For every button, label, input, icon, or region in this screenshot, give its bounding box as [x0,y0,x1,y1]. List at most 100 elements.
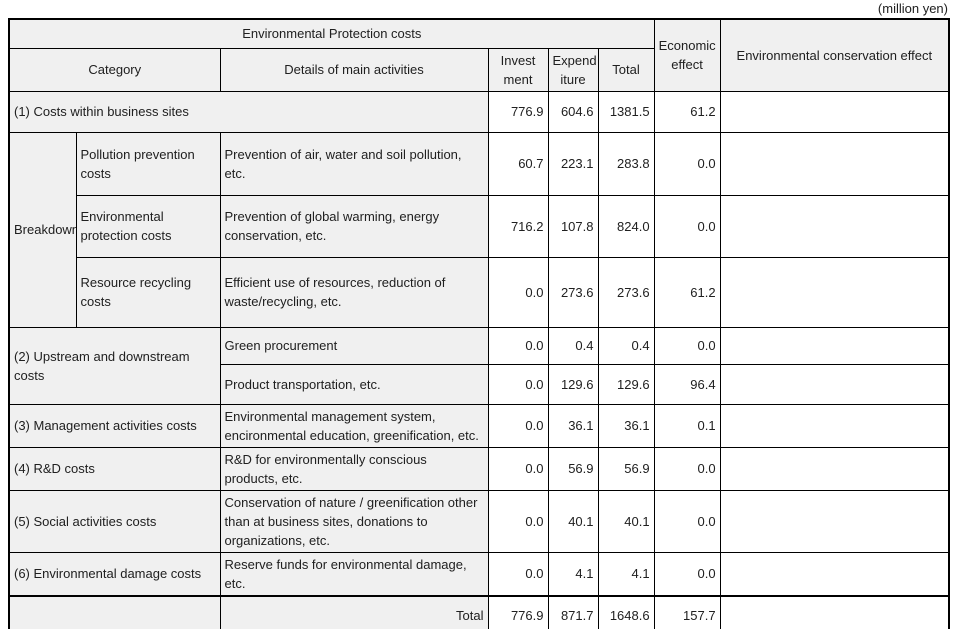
row-pollution-prevention: Breakdown Pollution prevention costs Pre… [8,131,950,328]
header-details: Details of main activities [219,47,489,92]
category-cell: (4) R&D costs [8,446,221,491]
expenditure-value: 56.9 [547,446,599,491]
investment-value: 60.7 [487,131,549,196]
details-cell: Efficient use of resources, reduction of… [219,256,489,328]
env-conservation-cell [719,90,950,133]
env-conservation-cell [719,131,950,196]
row-green-procurement: (2) Upstream and downstream costs Green … [8,326,950,405]
env-conservation-cell [719,446,950,491]
economic-effect-value: 96.4 [653,363,721,405]
details-cell: Prevention of air, water and soil pollut… [219,131,489,196]
total-value: 129.6 [597,363,655,405]
env-conservation-cell [719,256,950,328]
env-conservation-cell [719,403,950,448]
header-investment-line2: ment [503,71,533,87]
environmental-accounting-table: Environmental Protection costs Economic … [8,18,951,629]
economic-effect-value: 0.0 [653,551,721,596]
investment-value: 0.0 [487,403,549,448]
category-cell: (1) Costs within business sites [8,90,489,133]
economic-effect-value: 0.0 [653,489,721,553]
breakdown-label-cell: Breakdown [8,131,77,328]
env-conservation-cell [719,363,950,405]
header-investment-line1: Invest [500,52,536,68]
details-cell: Product transportation, etc. [219,363,489,405]
header-expenditure-line2: iture [560,71,586,87]
category-cell: (6) Environmental damage costs [8,551,221,596]
header-total: Total [597,47,655,92]
header-investment: Invest ment [487,47,549,92]
header-economic-effect: Economic effect [653,18,721,92]
expenditure-value: 871.7 [547,594,599,629]
env-conservation-cell [719,326,950,365]
row-rnd: (4) R&D costs R&D for environmentally co… [8,446,950,491]
category-cell: (3) Management activities costs [8,403,221,448]
details-cell: Conservation of nature / greenification … [219,489,489,553]
total-label-cell: Total [219,594,489,629]
economic-effect-value: 157.7 [653,594,721,629]
row-resource-recycling: Resource recycling costs Efficient use o… [9,256,950,328]
env-conservation-cell [719,594,950,629]
env-conservation-cell [719,489,950,553]
expenditure-value: 36.1 [547,403,599,448]
total-value: 1381.5 [597,90,655,133]
economic-effect-value: 61.2 [653,90,721,133]
row-management-activities: (3) Management activities costs Environm… [8,403,950,448]
category-cell: Pollution prevention costs [75,131,221,196]
expenditure-value: 129.6 [547,363,599,405]
row-product-transportation: Product transportation, etc. 0.0 129.6 1… [9,363,950,405]
expenditure-value: 273.6 [547,256,599,328]
header-row-2: Category Details of main activities Inve… [8,47,949,92]
env-conservation-cell [719,551,950,596]
details-cell: R&D for environmentally conscious produc… [219,446,489,491]
total-value: 0.4 [597,326,655,365]
header-env-protection-costs: Environmental Protection costs [8,18,655,49]
economic-effect-value: 0.0 [653,194,721,258]
total-value: 273.6 [597,256,655,328]
category-cell: Resource recycling costs [75,256,221,328]
row-costs-within-sites: (1) Costs within business sites 776.9 60… [8,90,950,133]
total-value: 36.1 [597,403,655,448]
details-cell: Reserve funds for environmental damage, … [219,551,489,596]
category-cell: (2) Upstream and downstream costs [8,326,221,405]
investment-value: 776.9 [487,594,549,629]
economic-effect-value: 0.1 [653,403,721,448]
investment-value: 0.0 [487,489,549,553]
total-value: 4.1 [597,551,655,596]
expenditure-value: 4.1 [547,551,599,596]
row-social-activities: (5) Social activities costs Conservation… [8,489,950,553]
investment-value: 0.0 [487,363,549,405]
header-expenditure: Expend iture [547,47,599,92]
expenditure-value: 0.4 [547,326,599,365]
expenditure-value: 223.1 [547,131,599,196]
investment-value: 716.2 [487,194,549,258]
unit-label: (million yen) [877,1,948,16]
header-expenditure-line1: Expend [552,52,597,68]
category-cell-empty [8,594,221,629]
total-value: 1648.6 [597,594,655,629]
economic-effect-value: 61.2 [653,256,721,328]
economic-effect-value: 0.0 [653,131,721,196]
env-conservation-cell [719,194,950,258]
investment-value: 0.0 [487,326,549,365]
total-value: 824.0 [597,194,655,258]
details-cell: Green procurement [219,326,489,365]
investment-value: 0.0 [487,551,549,596]
row-grand-total: Total 776.9 871.7 1648.6 157.7 [8,594,950,629]
expenditure-value: 107.8 [547,194,599,258]
total-value: 56.9 [597,446,655,491]
category-cell: Environmental protection costs [75,194,221,258]
header-env-conservation-effect: Environmental conservation effect [719,18,950,92]
header-category: Category [8,47,221,92]
row-environmental-protection: Environmental protection costs Preventio… [9,194,950,258]
expenditure-value: 40.1 [547,489,599,553]
economic-effect-value: 0.0 [653,326,721,365]
investment-value: 776.9 [487,90,549,133]
details-cell: Environmental management system, enciron… [219,403,489,448]
expenditure-value: 604.6 [547,90,599,133]
investment-value: 0.0 [487,256,549,328]
category-cell: (5) Social activities costs [8,489,221,553]
total-value: 283.8 [597,131,655,196]
total-value: 40.1 [597,489,655,553]
row-environmental-damage: (6) Environmental damage costs Reserve f… [8,551,950,596]
